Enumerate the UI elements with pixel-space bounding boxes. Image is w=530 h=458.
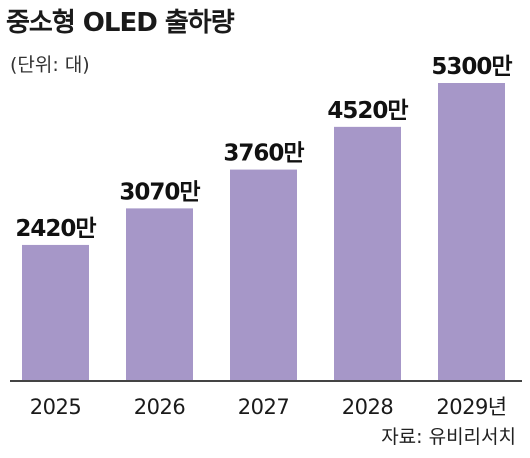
- bar-2028: [334, 126, 401, 382]
- unit-note: (단위: 대): [10, 54, 90, 76]
- x-tick-label-2026: 2026: [134, 395, 186, 419]
- bar-2025: [22, 244, 89, 381]
- x-tick-label-2027: 2027: [238, 395, 289, 419]
- data-label-2025: 2420만: [15, 216, 96, 242]
- x-tick-label-2029년: 2029년: [436, 395, 506, 419]
- bar-2029년: [438, 83, 505, 381]
- x-tick-label-2028: 2028: [342, 395, 393, 419]
- data-label-2027: 3760만: [223, 141, 304, 167]
- data-label-2029년: 5300만: [431, 54, 512, 80]
- bars-layer: [22, 83, 505, 382]
- chart-title: 중소형 OLED 출하량: [6, 8, 235, 38]
- labels-layer: 2420만 2025 3070만 2026 3760만 2027 4520만 2028 5300…: [15, 54, 513, 419]
- data-label-2026: 3070만: [119, 179, 200, 205]
- source-note: 자료: 유비리서치: [381, 426, 516, 448]
- x-tick-label-2025: 2025: [30, 395, 81, 419]
- bar-2026: [126, 208, 193, 381]
- bar-2027: [230, 169, 297, 381]
- data-label-2028: 4520만: [327, 98, 408, 124]
